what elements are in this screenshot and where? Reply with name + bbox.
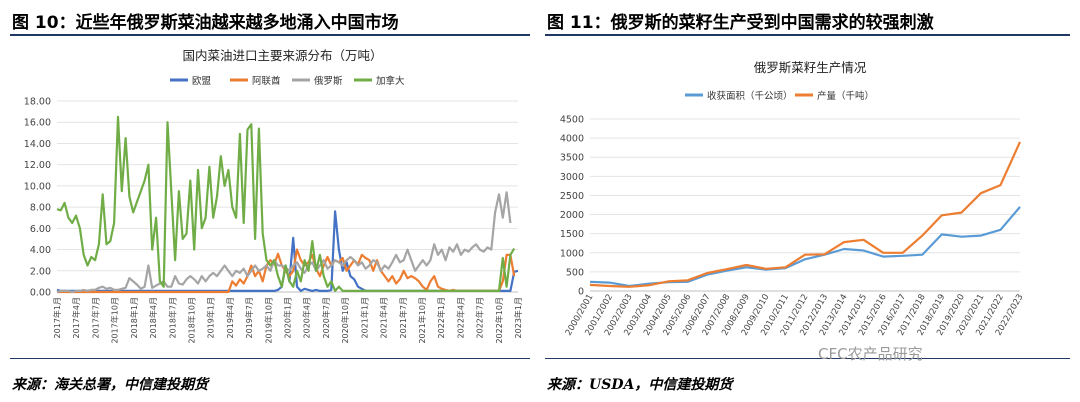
left-y-tick-label: 14.00 [24, 139, 51, 150]
left-x-tick-label: 2020年1月 [283, 297, 293, 338]
left-x-tick-label: 2022年7月 [475, 297, 485, 338]
left-y-tick-label: 6.00 [30, 224, 51, 235]
left-x-tick-label: 2020年10月 [340, 297, 350, 344]
right-y-tick-label: 0 [578, 287, 584, 298]
right-y-tick-label: 4500 [560, 115, 584, 126]
left-y-tick-label: 18.00 [24, 97, 51, 108]
left-legend-label-3: 加拿大 [376, 75, 405, 87]
left-x-tick-label: 2019年7月 [244, 297, 254, 338]
left-x-tick-label: 2019年10月 [263, 297, 273, 344]
figure-10-title: 图 10：近些年俄罗斯菜油越来越多地涌入中国市场 [12, 13, 399, 33]
left-y-tick-label: 0.00 [30, 288, 51, 299]
left-y-tick-label: 8.00 [30, 203, 51, 214]
right-series-line-1 [589, 141, 1022, 288]
right-y-tick-label: 500 [566, 267, 584, 278]
left-y-tick-label: 12.00 [24, 160, 51, 171]
watermark: CFC农产品研究 [818, 345, 923, 363]
figure-10-source: 来源：海关总署，中信建投期货 [12, 377, 208, 393]
chart-rapeseed-oil-imports: 国内菜油进口主要来源分布（万吨） 欧盟 阿联酋 俄罗斯 加拿大 0.00 2.00 4.00 6… [24, 48, 523, 344]
figure-11-top-rule [545, 34, 1070, 36]
right-y-tick-label: 1500 [560, 229, 584, 240]
left-x-tick-label: 2021年10月 [417, 297, 427, 344]
left-y-tick-label: 16.00 [24, 118, 51, 129]
figure-11-bottom-rule [545, 358, 1070, 359]
left-x-tick-label: 2021年1月 [359, 297, 369, 338]
left-x-tick-label: 2017年7月 [90, 297, 100, 338]
left-x-tick-label: 2018年10月 [186, 297, 196, 344]
left-legend-label-1: 阿联酋 [252, 75, 281, 87]
left-x-tick-label: 2021年7月 [398, 297, 408, 338]
left-x-tick-label: 2018年4月 [148, 297, 158, 338]
right-y-tick-label: 2000 [560, 210, 584, 221]
left-x-tick-label: 2020年7月 [321, 297, 331, 338]
left-x-tick-label: 2019年4月 [225, 297, 235, 338]
left-x-tick-label: 2018年7月 [167, 297, 177, 338]
left-x-tick-label: 2017年1月 [52, 297, 62, 338]
left-legend-label-2: 俄罗斯 [314, 75, 343, 87]
right-chart-title: 俄罗斯菜籽生产情况 [754, 60, 867, 75]
right-y-tick-label: 4000 [560, 134, 584, 145]
right-legend-label-0: 收获面积（千公顷） [707, 90, 793, 102]
figure-11-source: 来源：USDA，中信建投期货 [547, 377, 733, 393]
left-legend-label-0: 欧盟 [192, 75, 212, 87]
right-y-tick-label: 3000 [560, 172, 584, 183]
left-series-line-2 [56, 191, 512, 294]
left-chart-title: 国内菜油进口主要来源分布（万吨） [182, 48, 382, 63]
left-series-line-3 [56, 115, 516, 292]
left-x-tick-label: 2023年1月 [513, 297, 523, 338]
left-x-tick-label: 2017年10月 [110, 297, 120, 344]
right-series-line-0 [589, 206, 1021, 288]
left-x-tick-label: 2021年4月 [379, 297, 389, 338]
left-y-tick-label: 4.00 [30, 245, 51, 256]
left-x-tick-label: 2017年4月 [71, 297, 81, 338]
left-x-tick-label: 2022年1月 [436, 297, 446, 338]
left-y-tick-label: 2.00 [30, 266, 51, 277]
right-legend-label-1: 产量（千吨） [817, 90, 874, 102]
left-y-tick-label: 10.00 [24, 181, 51, 192]
left-x-tick-label: 2019年1月 [206, 297, 216, 338]
left-x-tick-label: 2018年1月 [129, 297, 139, 338]
right-y-tick-label: 1000 [560, 248, 584, 259]
right-y-tick-label: 3500 [560, 153, 584, 164]
right-y-tick-label: 2500 [560, 191, 584, 202]
figure-11-title: 图 11：俄罗斯的菜籽生产受到中国需求的较强刺激 [547, 13, 934, 33]
left-x-tick-label: 2022年10月 [494, 297, 504, 344]
figure-10-top-rule [10, 34, 530, 36]
left-x-tick-label: 2022年4月 [455, 297, 465, 338]
left-x-tick-label: 2020年4月 [302, 297, 312, 338]
figure-10-bottom-rule [10, 358, 530, 359]
